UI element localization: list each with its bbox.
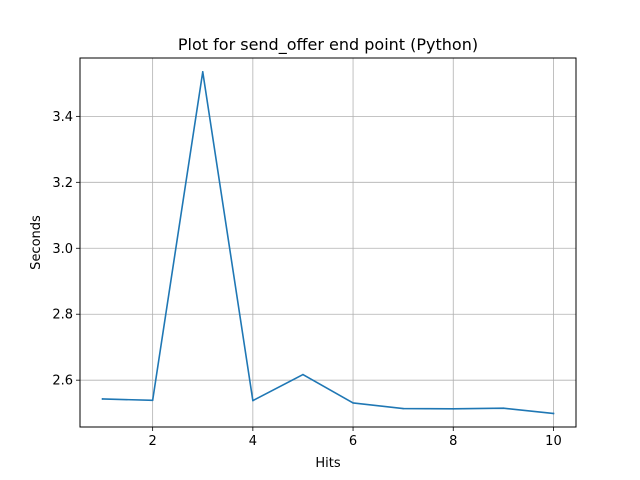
series-group — [101, 71, 555, 415]
data-point — [151, 399, 154, 402]
x-tick-label: 2 — [149, 434, 157, 449]
y-tick-label: 3.4 — [52, 110, 73, 125]
x-axis-label: Hits — [315, 456, 340, 471]
data-point — [502, 407, 505, 410]
data-point — [252, 399, 254, 402]
chart-title: Plot for send_offer end point (Python) — [178, 35, 478, 55]
series-line — [101, 71, 555, 415]
data-point — [101, 398, 104, 400]
y-tick-label: 2.6 — [52, 374, 73, 389]
data-point — [352, 402, 354, 404]
x-tick-label: 10 — [545, 434, 562, 449]
grid-lines — [80, 58, 576, 427]
data-point — [402, 407, 404, 410]
data-point — [452, 408, 455, 410]
y-tick-label: 3.0 — [52, 242, 73, 257]
data-point — [302, 373, 304, 376]
data-point — [552, 412, 555, 415]
y-tick-label: 3.2 — [52, 176, 73, 191]
x-tick-label: 8 — [449, 434, 457, 449]
y-tick-label: 2.8 — [52, 308, 73, 323]
data-point — [201, 71, 204, 73]
plot-area-frame — [79, 57, 577, 428]
x-tick-label: 6 — [349, 434, 357, 449]
x-axis-ticks: 2 4 6 8 10 — [149, 427, 562, 449]
y-axis-ticks: 2.6 2.8 3.0 3.2 3.4 — [52, 110, 80, 389]
y-axis-label: Seconds — [29, 215, 44, 270]
x-tick-label: 4 — [249, 434, 257, 449]
